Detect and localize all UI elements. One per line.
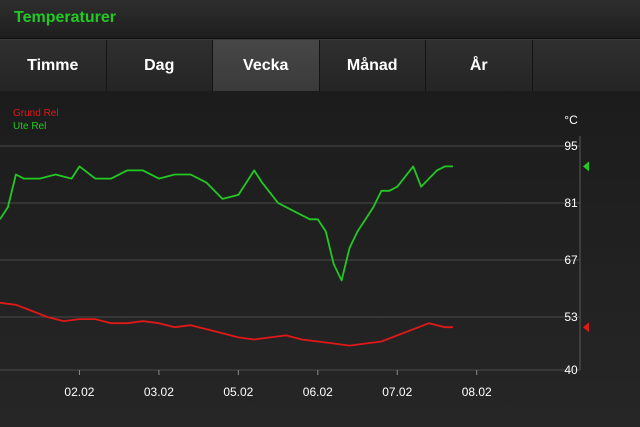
temperature-chart[interactable]: °C 40 53 67 81 95 02.02 03.02 05.02 06.02 07.02 0… — [0, 91, 640, 427]
x-tick-label: 03.02 — [144, 385, 174, 399]
chart-grid — [0, 136, 581, 371]
legend-grund-rel: Grund Rel — [13, 108, 59, 119]
y-axis-unit: °C — [564, 113, 578, 127]
x-tick-label: 06.02 — [303, 385, 333, 399]
y-tick-label: 95 — [564, 139, 578, 153]
current-value-marker-grund-rel — [583, 322, 589, 333]
app-title: Temperaturer — [14, 9, 116, 26]
tab-bar-empty-space — [532, 40, 640, 91]
series-markers — [583, 161, 589, 333]
tab-dag[interactable]: Dag — [106, 40, 213, 91]
title-bar: Temperaturer — [0, 0, 640, 39]
y-axis: °C 40 53 67 81 95 — [564, 113, 578, 377]
y-tick-label: 67 — [564, 253, 578, 267]
period-tabs: Timme Dag Vecka Månad År — [0, 39, 640, 92]
current-value-marker-ute-rel — [583, 161, 589, 172]
y-tick-label: 53 — [564, 310, 578, 324]
legend-ute-rel: Ute Rel — [13, 121, 46, 132]
tab-timme[interactable]: Timme — [0, 40, 107, 91]
series-line-grund-rel — [0, 301, 453, 347]
y-tick-label: 40 — [564, 363, 578, 377]
y-tick-label: 81 — [564, 196, 578, 210]
chart-legend: Grund Rel Ute Rel — [13, 108, 59, 132]
tab-vecka[interactable]: Vecka — [213, 40, 320, 91]
chart-series — [0, 165, 453, 347]
series-line-ute-rel — [0, 165, 453, 282]
x-tick-label: 08.02 — [462, 385, 492, 399]
x-axis: 02.02 03.02 05.02 06.02 07.02 08.02 — [64, 370, 492, 399]
x-tick-label: 05.02 — [223, 385, 253, 399]
x-tick-label: 02.02 — [64, 385, 94, 399]
tab-ar[interactable]: År — [426, 40, 533, 91]
x-tick-label: 07.02 — [382, 385, 412, 399]
tab-manad[interactable]: Månad — [319, 40, 426, 91]
